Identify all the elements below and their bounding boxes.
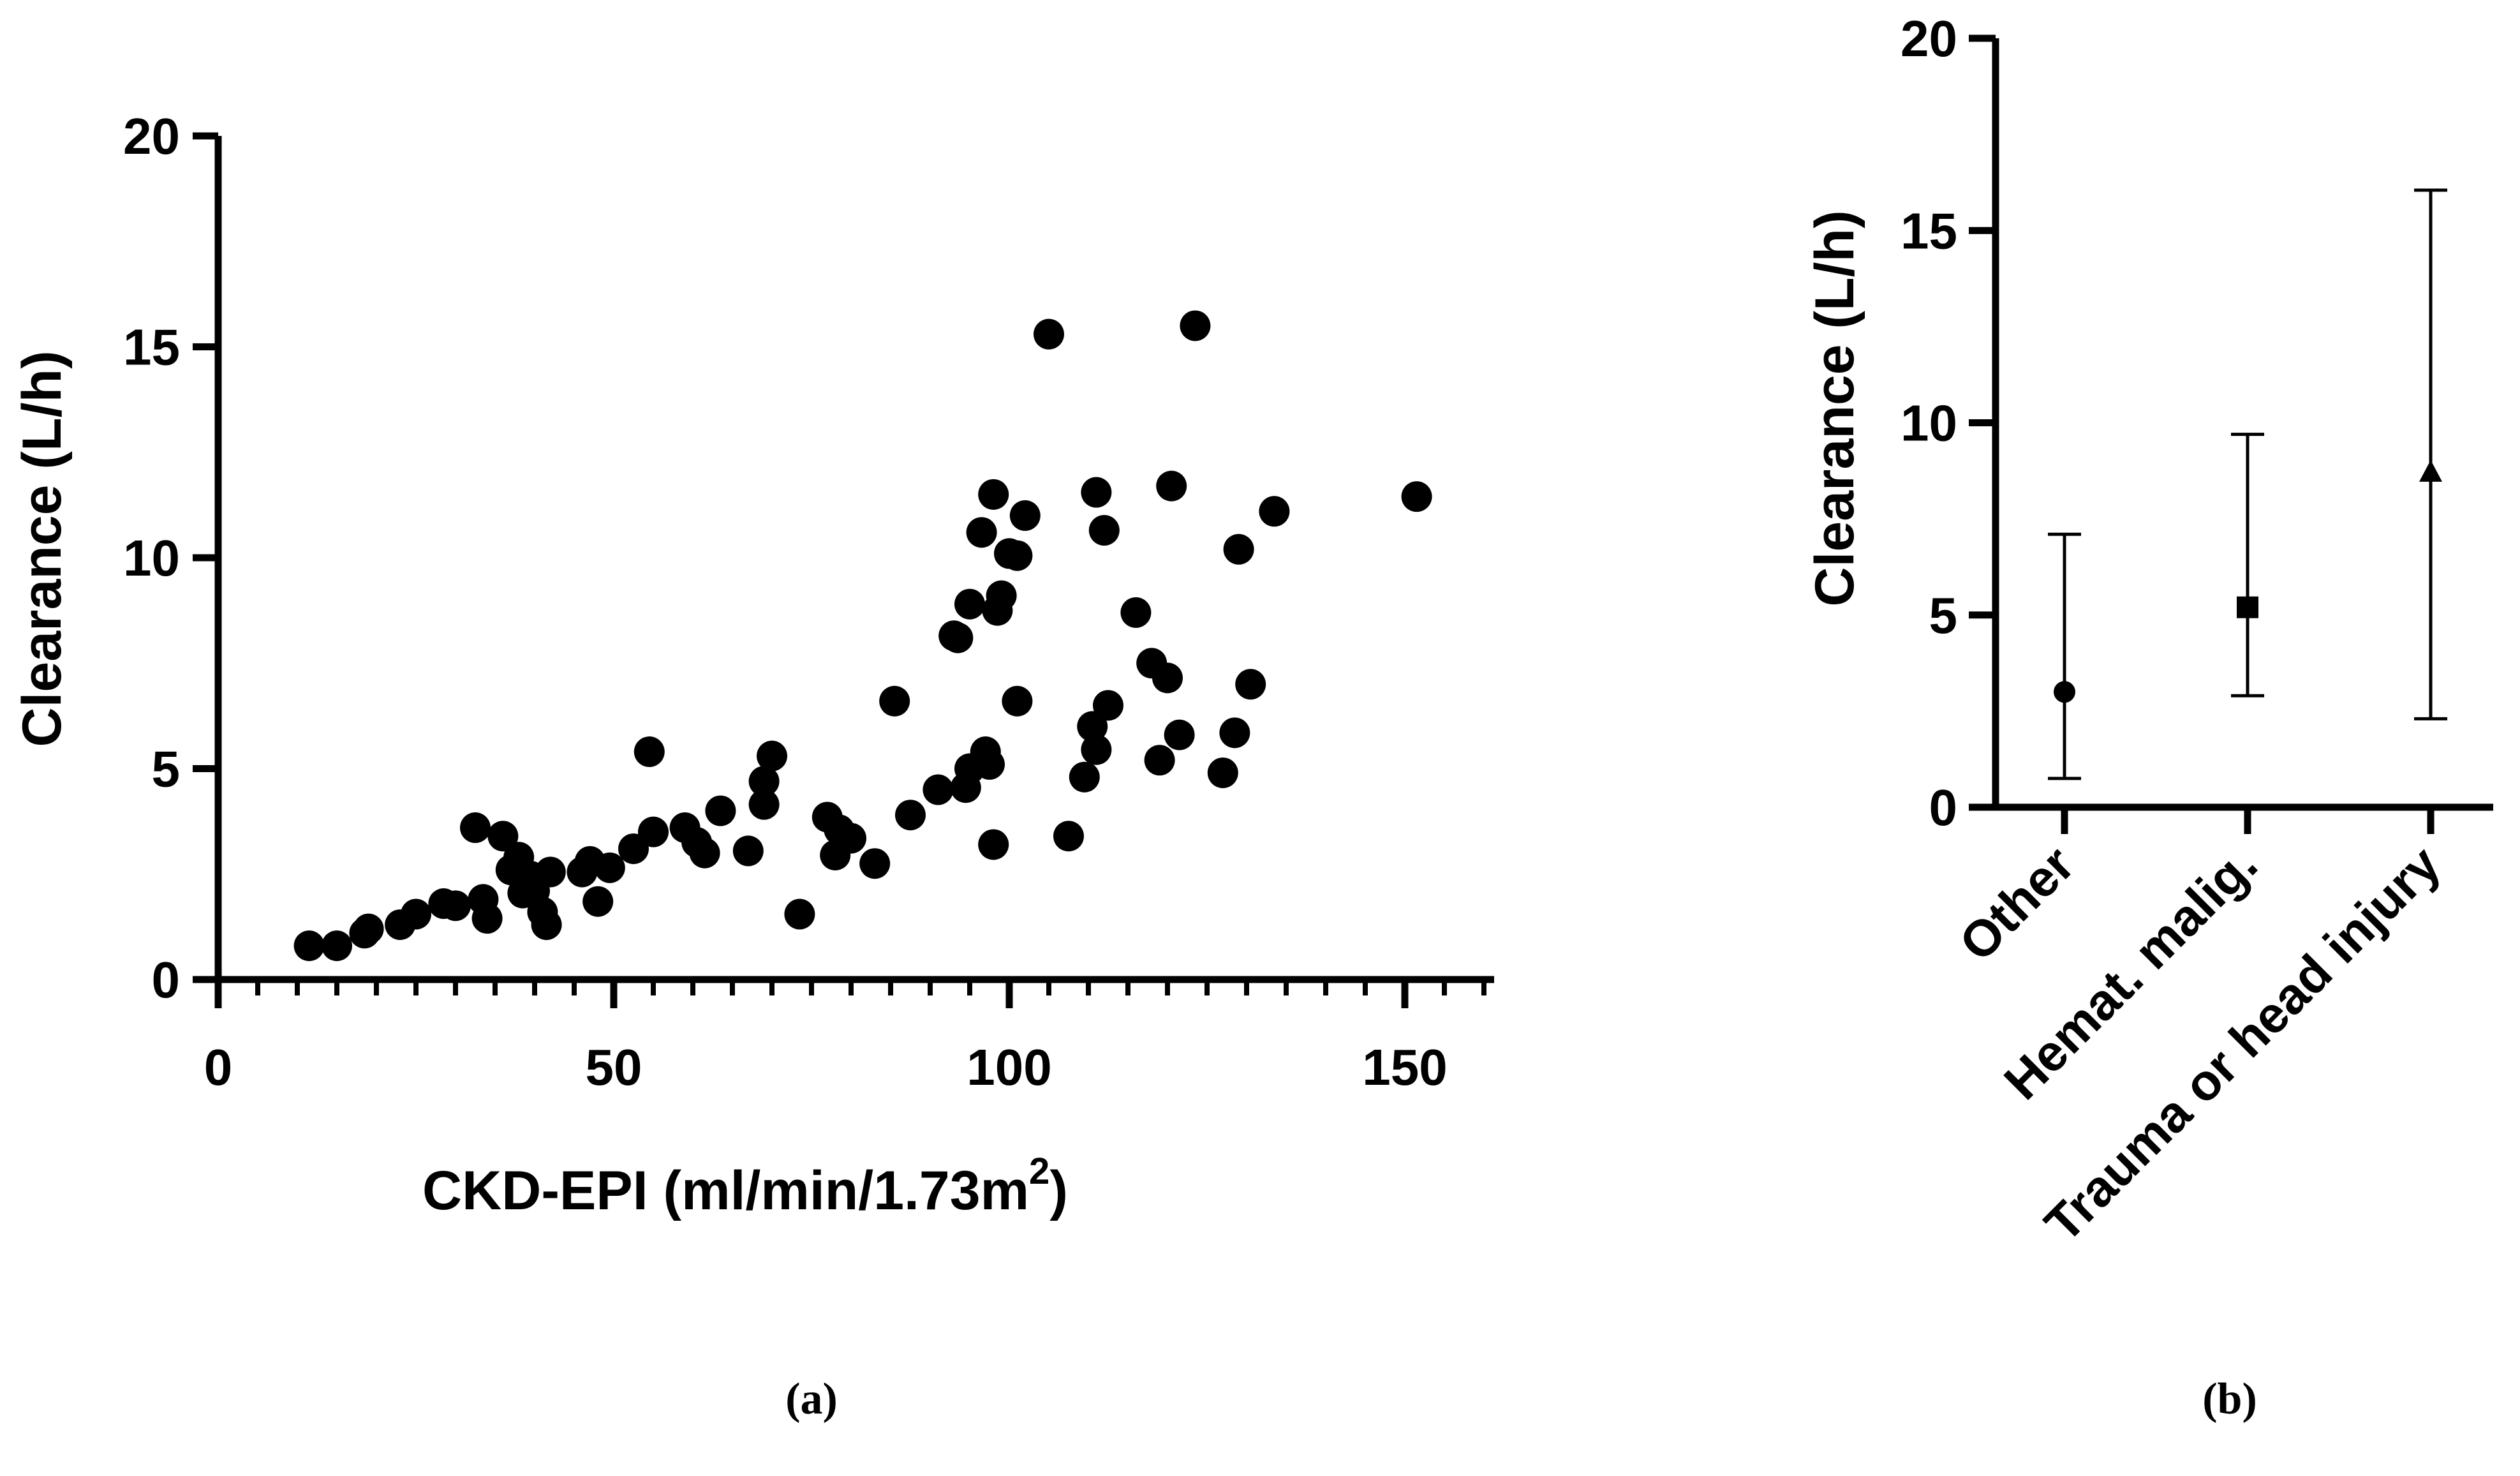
data-point (942, 622, 974, 653)
mean-marker-triangle (2419, 459, 2442, 482)
data-point (705, 795, 736, 826)
panel-a-axes (193, 132, 1494, 1008)
panel-a-x-axis-label-superscript: 2 (1029, 1151, 1049, 1192)
data-point (535, 856, 566, 888)
panel-a-x-axis-label: CKD-EPI (ml/min/1.73m2) (422, 1151, 1068, 1221)
panel-a-y-tick-label: 0 (152, 951, 181, 1008)
panel-a-x-tick-label: 100 (967, 1039, 1051, 1096)
data-point (1081, 477, 1112, 508)
panel-a-x-tick-label: 50 (586, 1039, 642, 1096)
mean-marker-circle (2054, 681, 2075, 703)
panel-a-y-tick-label: 10 (123, 530, 180, 586)
data-point (689, 837, 720, 868)
data-point (1081, 734, 1112, 765)
data-point (784, 898, 815, 930)
data-point (836, 823, 866, 854)
data-point (1093, 690, 1123, 721)
data-point (1034, 318, 1064, 350)
panel-b-axes (1969, 34, 2493, 834)
panel-a-scatter-chart: 0 5 10 15 20 0 50 100 150 Clearance (L/h) CKD-E… (11, 108, 1494, 1424)
mean-marker-square (2237, 596, 2258, 618)
data-point (582, 886, 614, 917)
data-point (954, 588, 985, 620)
panel-a-x-axis-label-main: CKD-EPI (ml/min/1.73m (422, 1160, 1029, 1221)
panel-a-data-points (293, 310, 1432, 962)
data-point (966, 517, 997, 548)
data-point (1152, 662, 1183, 694)
data-point (1053, 821, 1084, 852)
data-point (923, 774, 954, 805)
data-point (1223, 533, 1254, 565)
panel-a-x-tick-labels: 0 50 100 150 (204, 1039, 1448, 1096)
data-point (1164, 719, 1195, 750)
panel-a-y-tick-label: 15 (123, 319, 180, 376)
data-point (322, 930, 352, 962)
data-point (531, 909, 562, 941)
data-point (978, 829, 1009, 860)
panel-b-caption: (b) (2202, 1375, 2257, 1424)
panel-b-error-bars (2048, 188, 2447, 780)
data-point (1069, 761, 1100, 793)
panel-b-y-tick-label: 15 (1901, 202, 1957, 259)
data-point (859, 848, 891, 879)
data-point (895, 800, 926, 831)
data-point (293, 930, 325, 962)
data-point (978, 479, 1009, 510)
panel-b-y-tick-label: 20 (1901, 10, 1957, 67)
data-point (440, 890, 471, 921)
panel-a-caption: (a) (785, 1375, 838, 1424)
data-point (986, 580, 1017, 611)
panel-a-x-axis-label-suffix: ) (1049, 1160, 1068, 1221)
data-point (471, 903, 503, 934)
data-point (1002, 685, 1033, 717)
panel-a-y-tick-label: 20 (123, 108, 180, 165)
panel-a-y-tick-label: 5 (152, 741, 181, 798)
data-point (594, 852, 625, 883)
data-point (353, 913, 384, 944)
panel-b-category-label: Other (1948, 835, 2085, 972)
data-point (748, 766, 780, 797)
data-point (974, 749, 1005, 780)
data-point (401, 898, 431, 930)
data-point (634, 736, 665, 768)
data-point (460, 812, 491, 844)
data-point (1077, 711, 1108, 742)
data-point (1401, 481, 1432, 512)
panel-b-y-axis-label: Clearance (L/h) (1804, 210, 1865, 606)
data-point (638, 816, 669, 847)
data-point (1207, 757, 1238, 789)
data-point (1156, 470, 1187, 502)
data-point (1088, 515, 1120, 546)
data-point (748, 789, 780, 820)
data-point (1009, 500, 1041, 531)
panel-a-x-tick-label: 150 (1362, 1039, 1447, 1096)
panel-a-y-axis-label: Clearance (L/h) (11, 350, 73, 747)
data-point (1180, 310, 1211, 341)
data-point (487, 821, 519, 852)
data-point (1002, 540, 1033, 571)
data-point (879, 685, 910, 717)
data-point (1120, 597, 1152, 628)
panel-b-y-tick-label: 10 (1901, 395, 1957, 452)
data-point (1144, 745, 1175, 776)
data-point (732, 835, 764, 867)
data-point (1235, 669, 1266, 700)
panel-b-y-tick-label: 0 (1929, 779, 1958, 836)
data-point (1219, 717, 1250, 749)
data-point (1259, 496, 1290, 527)
panel-b-y-tick-label: 5 (1929, 587, 1958, 644)
panel-a-y-tick-labels: 0 5 10 15 20 (123, 108, 180, 1008)
panel-a-x-tick-label: 0 (204, 1039, 233, 1096)
data-point (757, 740, 787, 772)
panel-b-y-tick-labels: 0 5 10 15 20 (1901, 10, 1957, 836)
